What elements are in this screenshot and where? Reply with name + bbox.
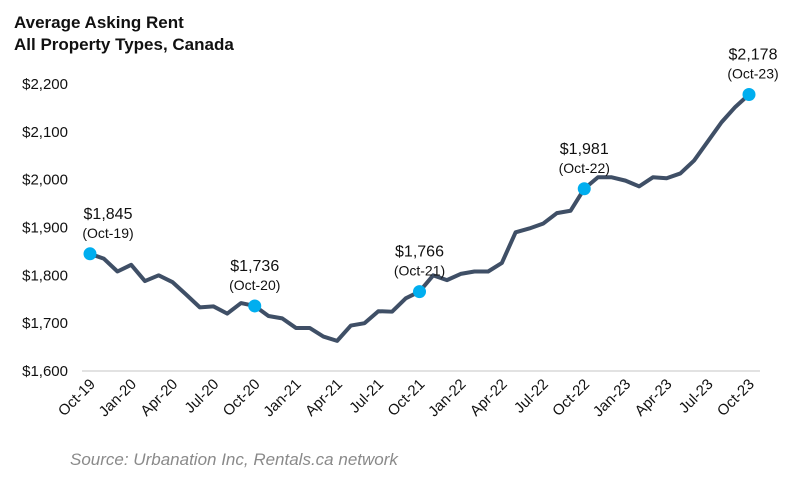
x-tick-label: Apr-22 bbox=[467, 376, 511, 420]
y-tick-label: $2,100 bbox=[22, 124, 68, 141]
chart-title: Average Asking Rent All Property Types, … bbox=[14, 12, 234, 56]
data-point-marker bbox=[83, 247, 97, 261]
data-label-date: (Oct-19) bbox=[82, 225, 133, 241]
x-tick-label: Oct-20 bbox=[220, 376, 264, 420]
data-label-value: $1,981 bbox=[560, 141, 609, 158]
data-point-marker bbox=[248, 299, 262, 313]
x-tick-label: Oct-19 bbox=[55, 376, 99, 420]
x-tick-label: Jan-23 bbox=[590, 376, 634, 420]
data-point-marker bbox=[742, 88, 756, 102]
x-tick-label: Jul-20 bbox=[181, 376, 222, 417]
data-label-date: (Oct-20) bbox=[229, 277, 280, 293]
x-tick-label: Jan-21 bbox=[260, 376, 304, 420]
x-tick-label: Jan-22 bbox=[425, 376, 469, 420]
data-label-value: $1,766 bbox=[395, 244, 444, 261]
data-label-date: (Oct-23) bbox=[727, 66, 778, 82]
x-tick-label: Jul-22 bbox=[511, 376, 552, 417]
series-line bbox=[89, 93, 751, 343]
x-tick-label: Jan-20 bbox=[96, 376, 140, 420]
chart-title-line-2: All Property Types, Canada bbox=[14, 35, 234, 54]
x-tick-label: Apr-20 bbox=[137, 376, 181, 420]
data-point-marker bbox=[413, 285, 426, 299]
data-label-value: $1,845 bbox=[84, 206, 133, 223]
source-note: Source: Urbanation Inc, Rentals.ca netwo… bbox=[70, 450, 398, 469]
data-label-value: $2,178 bbox=[729, 47, 778, 64]
y-tick-label: $1,800 bbox=[22, 267, 68, 284]
x-tick-label: Oct-21 bbox=[384, 376, 428, 420]
chart-title-line-1: Average Asking Rent bbox=[14, 13, 184, 32]
x-tick-label: Oct-23 bbox=[714, 376, 758, 420]
data-point-marker bbox=[577, 182, 591, 196]
x-tick-label: Oct-22 bbox=[549, 376, 593, 420]
y-tick-label: $2,200 bbox=[22, 76, 68, 93]
x-tick-label: Jul-23 bbox=[676, 376, 717, 417]
x-tick-label: Apr-21 bbox=[302, 376, 346, 420]
y-tick-label: $1,700 bbox=[22, 315, 68, 332]
y-tick-label: $1,600 bbox=[22, 363, 68, 380]
data-label-date: (Oct-21) bbox=[394, 263, 445, 279]
y-tick-label: $2,000 bbox=[22, 172, 68, 189]
y-tick-label: $1,900 bbox=[22, 220, 68, 237]
data-label-value: $1,736 bbox=[230, 258, 279, 275]
x-tick-label: Jul-21 bbox=[346, 376, 387, 417]
x-tick-label: Apr-23 bbox=[632, 376, 676, 420]
data-label-date: (Oct-22) bbox=[559, 160, 610, 176]
